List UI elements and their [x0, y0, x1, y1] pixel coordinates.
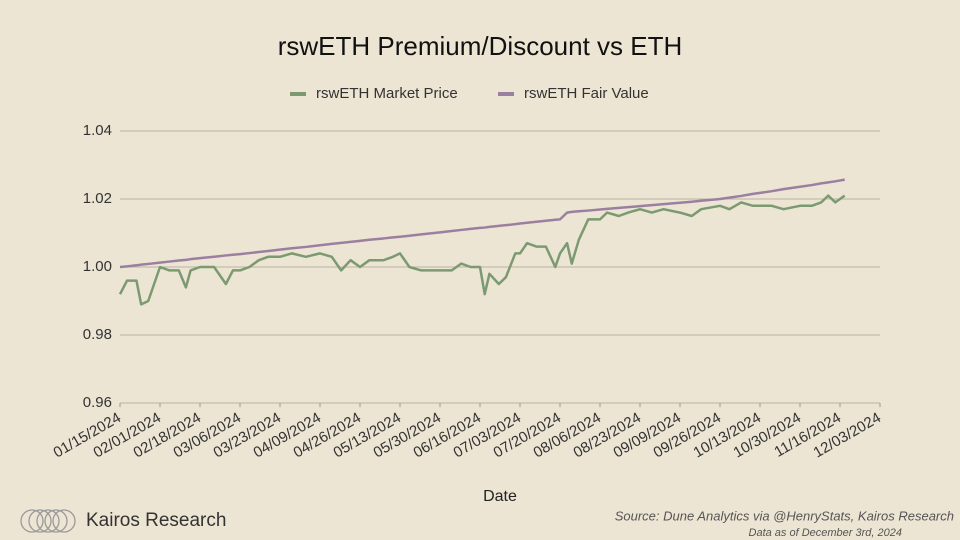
brand-name: Kairos Research [86, 510, 226, 531]
series-line [119, 178, 845, 269]
x-axis-label: Date [483, 488, 517, 505]
y-tick-label: 1.02 [83, 190, 112, 207]
y-tick-label: 1.04 [83, 122, 112, 139]
y-tick-label: 0.98 [83, 326, 112, 343]
data-date-note: Data as of December 3rd, 2024 [749, 527, 902, 539]
legend: rswETH Market Price rswETH Fair Value [290, 85, 649, 102]
source-note: Source: Dune Analytics via @HenryStats, … [615, 508, 954, 523]
legend-label: rswETH Market Price [316, 85, 458, 102]
series-line [118, 194, 846, 306]
brand-logo [20, 509, 76, 533]
y-tick-label: 1.00 [83, 258, 112, 275]
legend-label: rswETH Fair Value [524, 85, 649, 102]
y-tick-label: 0.96 [83, 394, 112, 411]
chart-title: rswETH Premium/Discount vs ETH [278, 31, 683, 61]
